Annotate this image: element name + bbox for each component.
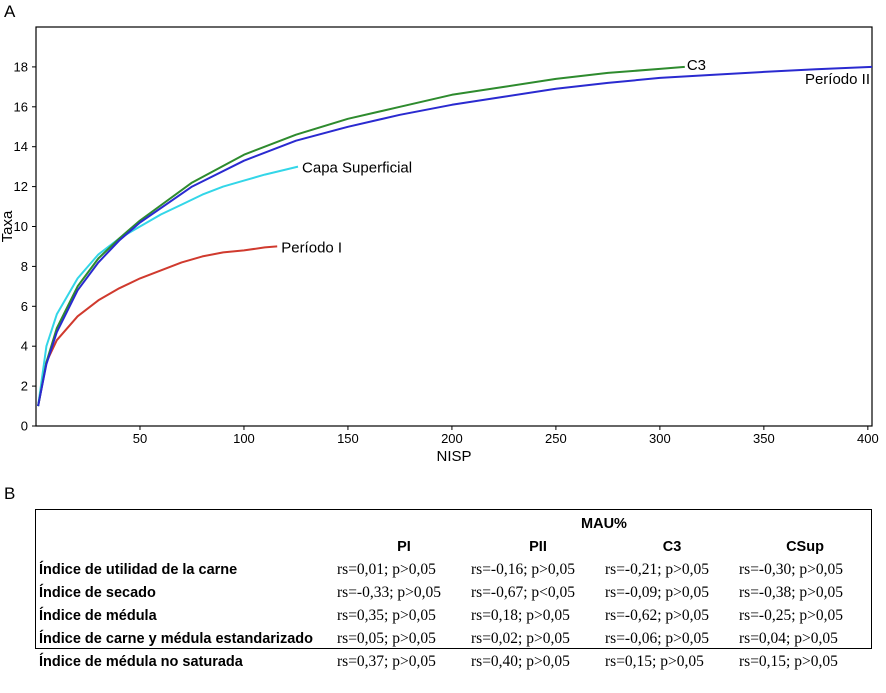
y-tick-label: 14 [14, 139, 28, 154]
column-header-c3: C3 [662, 538, 682, 555]
column-header-pii: PII [529, 538, 547, 555]
x-tick-label: 300 [649, 431, 671, 446]
plot-frame [35, 26, 873, 427]
y-tick-label: 16 [14, 99, 28, 114]
y-tick-label: 18 [14, 59, 28, 74]
series-annotation: Período II [805, 71, 870, 88]
table-corner [39, 512, 337, 535]
y-tick-label: 2 [21, 379, 28, 394]
x-tick-label: 100 [233, 431, 255, 446]
table-cell: rs=-0,25; p>0,05 [739, 606, 844, 624]
panel-a-label: A [4, 2, 16, 21]
table-cell: rs=-0,67; p<0,05 [471, 583, 576, 601]
y-tick-label: 0 [21, 419, 28, 434]
correlation-table: MAU% PI PII C3 CSup Índice de utilidad d… [39, 512, 871, 673]
row-label: Índice de secado [39, 584, 156, 601]
series-line-capa-superficial [37, 165, 299, 407]
table-row: Índice de utilidad de la carne rs=0,01; … [39, 558, 871, 581]
table-row: Índice de secado rs=-0,33; p>0,05 rs=-0,… [39, 581, 871, 604]
table-cell: rs=0,35; p>0,05 [337, 606, 436, 624]
table-cell: rs=0,15; p>0,05 [739, 652, 838, 670]
table-corner-2 [39, 535, 337, 558]
table-cell: rs=-0,06; p>0,05 [605, 629, 710, 647]
series-line-c3 [37, 65, 685, 407]
y-tick-label: 4 [21, 339, 28, 354]
table-cell: rs=0,37; p>0,05 [337, 652, 436, 670]
table-cell: rs=-0,30; p>0,05 [739, 560, 844, 578]
table-cell: rs=-0,33; p>0,05 [337, 583, 442, 601]
panel-b-label: B [4, 484, 16, 503]
table-cell: rs=0,18; p>0,05 [471, 606, 570, 624]
row-label: Índice de médula [39, 607, 157, 624]
table-cell: rs=-0,62; p>0,05 [605, 606, 710, 624]
table-row: Índice de médula no saturada rs=0,37; p>… [39, 650, 871, 673]
y-tick-label: 6 [21, 299, 28, 314]
row-label: Índice de médula no saturada [39, 653, 243, 670]
x-tick-label: 150 [337, 431, 359, 446]
y-tick-label: 10 [14, 219, 28, 234]
table-cell: rs=0,01; p>0,05 [337, 560, 436, 578]
y-axis-label: Taxa [0, 210, 16, 242]
table-cell: rs=-0,38; p>0,05 [739, 583, 844, 601]
chart-ticks: 50 100 150 200 250 300 350 400 0 2 4 6 8 10 12 14 16 18 [14, 59, 879, 446]
x-tick-label: 400 [857, 431, 879, 446]
table-row: Índice de carne y médula estandarizado r… [39, 627, 871, 650]
series-line-per-odo-ii [37, 65, 873, 407]
x-tick-label: 350 [753, 431, 775, 446]
y-tick-label: 12 [14, 179, 28, 194]
table-cell: rs=0,05; p>0,05 [337, 629, 436, 647]
table-cell: rs=0,02; p>0,05 [471, 629, 570, 647]
series-line-per-odo-i [37, 245, 278, 407]
table-cell: rs=0,40; p>0,05 [471, 652, 570, 670]
table-cell: rs=-0,16; p>0,05 [471, 560, 576, 578]
series-annotation: Período I [281, 239, 342, 256]
chart-annotations: Período I Capa Superficial C3 Período II [281, 57, 870, 257]
correlation-table-box: MAU% PI PII C3 CSup Índice de utilidad d… [35, 509, 872, 670]
column-header-pi: PI [397, 538, 411, 555]
table-cell: rs=-0,09; p>0,05 [605, 583, 710, 601]
x-tick-label: 50 [133, 431, 147, 446]
table-row: Índice de médula rs=0,35; p>0,05 rs=0,18… [39, 604, 871, 627]
chart-series [37, 65, 873, 407]
column-header-csup: CSup [786, 538, 824, 555]
x-tick-label: 200 [441, 431, 463, 446]
row-label: Índice de carne y médula estandarizado [39, 630, 313, 647]
chart-axes [35, 26, 873, 427]
y-tick-label: 8 [21, 259, 28, 274]
series-annotation: C3 [687, 57, 706, 74]
row-label: Índice de utilidad de la carne [39, 561, 238, 578]
rarefaction-chart: 50 100 150 200 250 300 350 400 0 2 4 6 8 10 12 14 16 18 P… [0, 26, 879, 465]
mau-header: MAU% [581, 515, 627, 532]
x-axis-label: NISP [436, 448, 471, 465]
table-cell: rs=-0,21; p>0,05 [605, 560, 710, 578]
table-cell: rs=0,15; p>0,05 [605, 652, 704, 670]
table-cell: rs=0,04; p>0,05 [739, 629, 838, 647]
series-annotation: Capa Superficial [302, 160, 412, 177]
x-tick-label: 250 [545, 431, 567, 446]
